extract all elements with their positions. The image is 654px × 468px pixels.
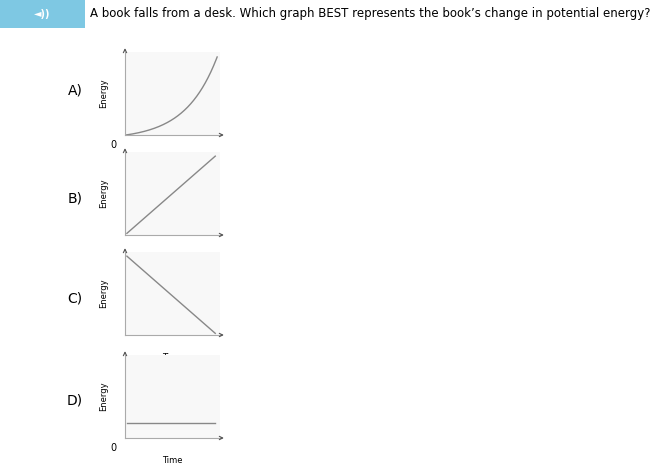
- Text: C): C): [67, 291, 82, 305]
- Text: A): A): [67, 83, 82, 97]
- Text: 0: 0: [111, 140, 116, 150]
- Text: Time: Time: [162, 353, 182, 362]
- Bar: [0, 0, 85, 28]
- Text: Energy: Energy: [99, 79, 109, 108]
- Text: B): B): [67, 191, 82, 205]
- Text: Time: Time: [162, 253, 182, 262]
- Text: Time: Time: [162, 153, 182, 162]
- Text: Energy: Energy: [99, 382, 109, 411]
- Text: D): D): [67, 393, 83, 407]
- Text: Energy: Energy: [99, 278, 109, 308]
- Text: Energy: Energy: [99, 179, 109, 208]
- Text: 0: 0: [111, 443, 116, 453]
- Text: A book falls from a desk. Which graph BEST represents the book’s change in poten: A book falls from a desk. Which graph BE…: [90, 7, 651, 21]
- Text: Time: Time: [162, 456, 182, 465]
- Text: ◄)): ◄)): [34, 9, 50, 19]
